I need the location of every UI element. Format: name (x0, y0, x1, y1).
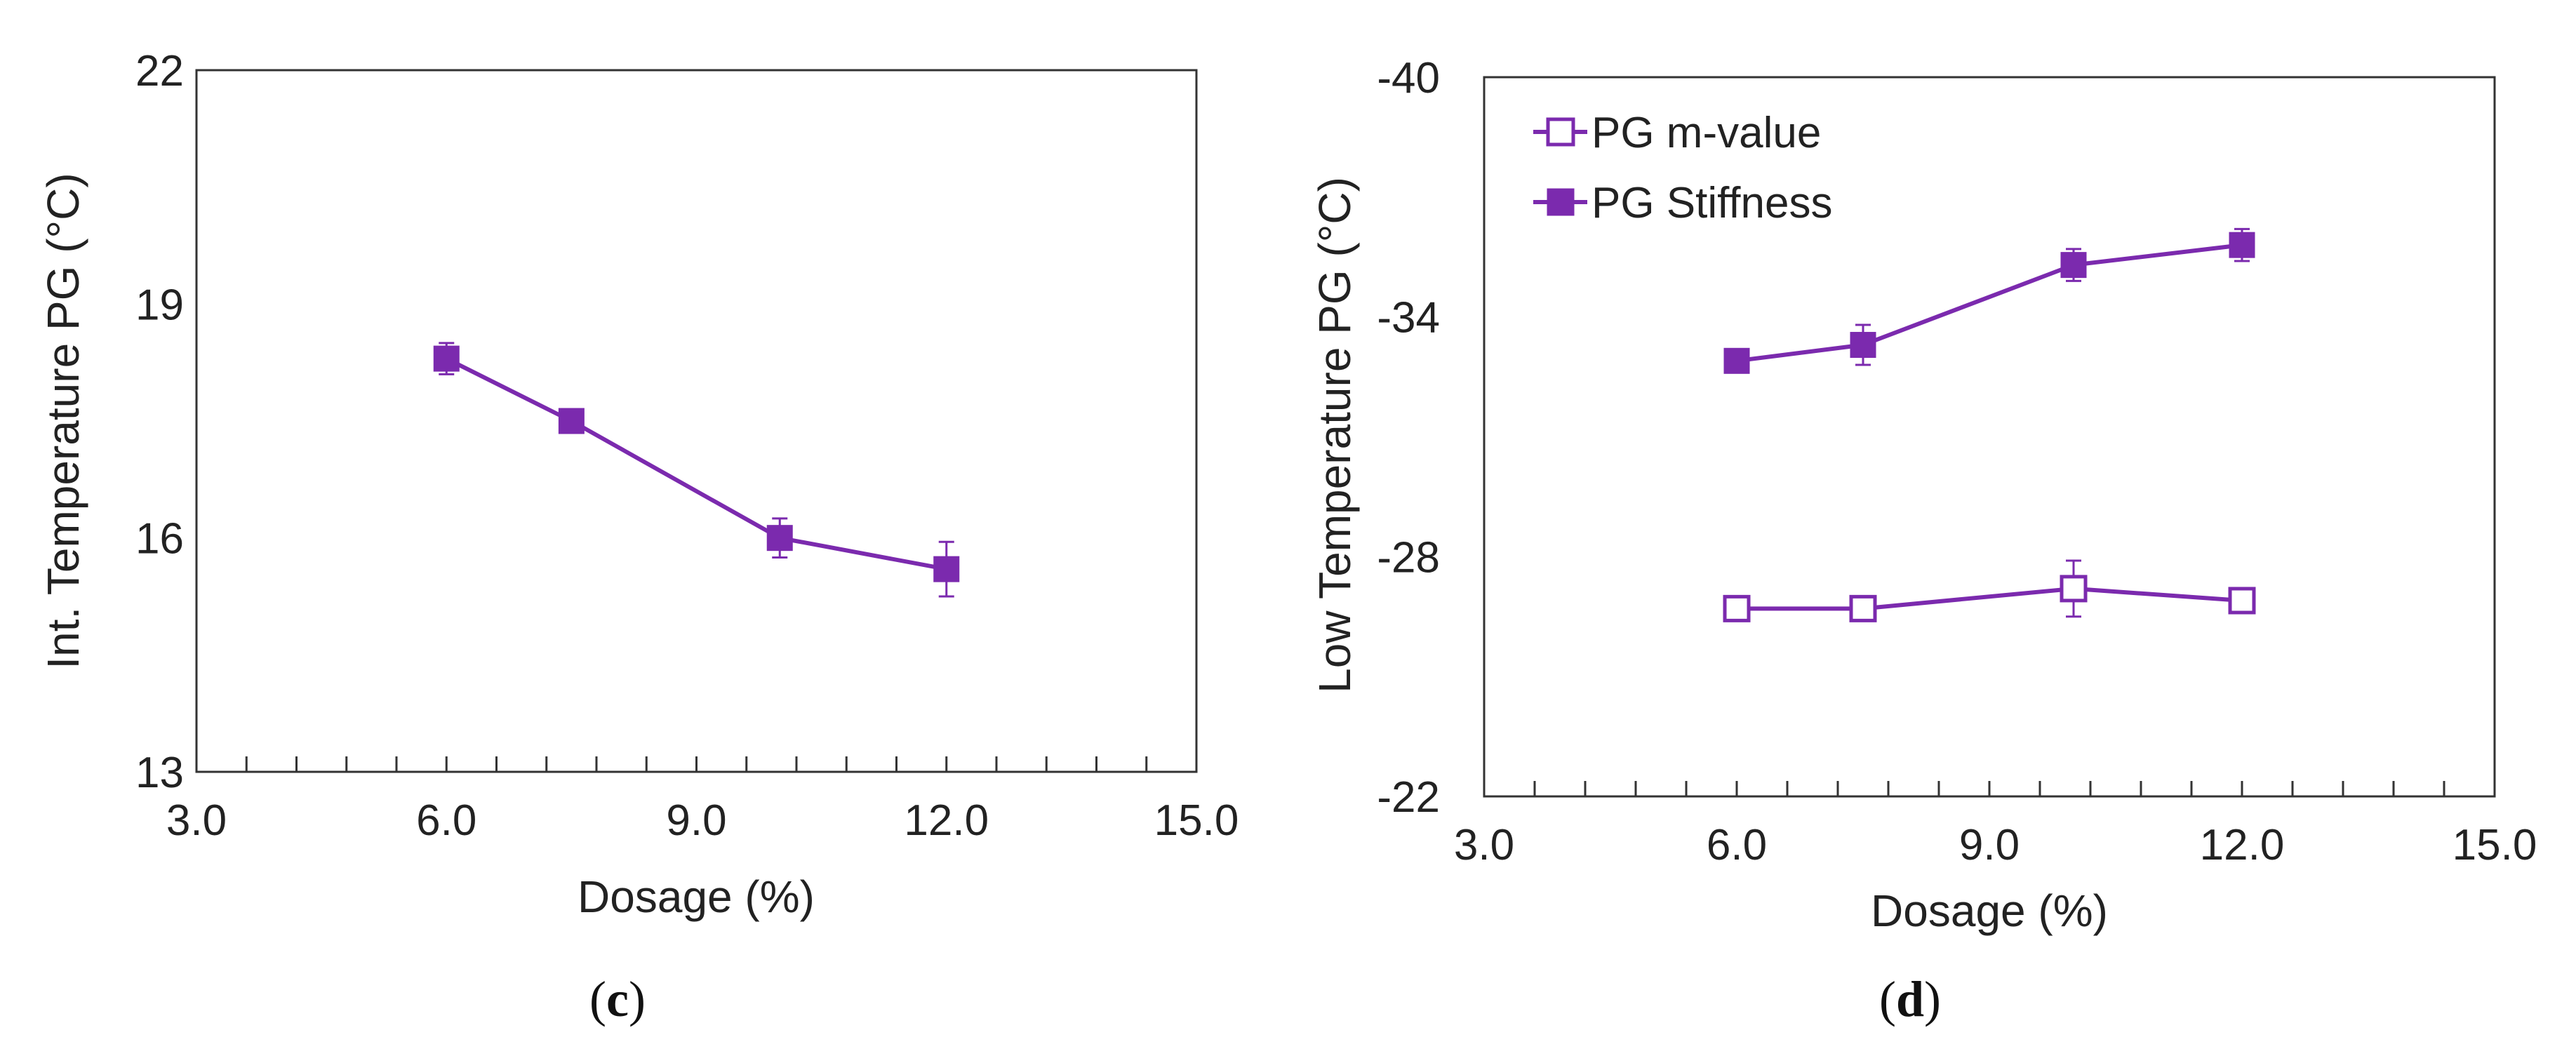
x-tick-label: 9.0 (1959, 821, 2020, 869)
y-axis-title: Int. Temperature PG (°C) (38, 173, 88, 669)
series-line (1736, 243, 2243, 363)
y-tick-label: -34 (1377, 294, 1440, 342)
data-point (558, 408, 585, 434)
x-tick-label: 12.0 (904, 796, 989, 845)
data-point (2228, 587, 2256, 615)
data-point (433, 345, 460, 372)
x-tick-label: 15.0 (2452, 821, 2537, 869)
data-point (2060, 575, 2088, 603)
x-tick-label: 3.0 (1454, 821, 1514, 869)
x-tick-marks (245, 756, 1148, 772)
x-tick-marks (1533, 781, 2445, 796)
legend-marker-open-square (1546, 117, 1575, 147)
legend: PG m-value PG Stiffness (1533, 109, 1832, 227)
y-axis-title: Low Temperature PG (°C) (1309, 177, 1360, 693)
panel-label: (c) (589, 971, 646, 1027)
x-axis-title: Dosage (%) (578, 871, 815, 922)
x-tick-labels: 3.0 6.0 9.0 12.0 15.0 (166, 796, 1239, 845)
y-tick-label: 19 (135, 281, 184, 329)
x-axis-title: Dosage (%) (1871, 886, 2108, 936)
panel-label-letter: c (606, 971, 629, 1027)
y-tick-label: -28 (1377, 533, 1440, 582)
x-tick-label: 6.0 (1707, 821, 1767, 869)
data-point (1723, 594, 1751, 622)
panel-label: (d) (1879, 971, 1941, 1027)
y-tick-label: 13 (135, 749, 184, 797)
data-point (2229, 232, 2255, 258)
series-layer (1723, 227, 2256, 622)
y-tick-labels: -22 -28 -34 -40 (1377, 54, 1440, 822)
series-line (1737, 586, 2243, 611)
x-tick-label: 3.0 (166, 796, 227, 845)
data-point (766, 525, 793, 552)
chart-panel-c: 3.0 6.0 9.0 12.0 15.0 13 16 19 22 Dosage (%) In… (38, 47, 1239, 1027)
legend-marker-filled-square (1547, 188, 1575, 216)
legend-entry-pg-m-value: PG m-value (1533, 109, 1821, 157)
x-tick-labels: 3.0 6.0 9.0 12.0 15.0 (1454, 821, 2537, 869)
x-tick-label: 12.0 (2200, 821, 2285, 869)
panel-label-letter: d (1896, 971, 1924, 1027)
chart-panel-d: 3.0 6.0 9.0 12.0 15.0 -22 -28 -34 -40 PG m-valu… (1309, 54, 2537, 1027)
data-point (1849, 594, 1877, 622)
legend-label-pg-m-value: PG m-value (1591, 109, 1821, 157)
x-tick-label: 6.0 (416, 796, 476, 845)
x-tick-label: 15.0 (1154, 796, 1239, 845)
data-point (1723, 347, 1750, 374)
legend-label-pg-stiffness: PG Stiffness (1591, 179, 1832, 227)
y-tick-labels: 13 16 19 22 (135, 47, 184, 797)
y-tick-label: 16 (135, 515, 184, 563)
series-line (445, 356, 947, 572)
y-tick-label: 22 (135, 47, 184, 95)
y-tick-label: -22 (1377, 773, 1440, 822)
x-tick-label: 9.0 (666, 796, 726, 845)
data-point (1850, 332, 1876, 359)
y-tick-label: -40 (1377, 54, 1440, 102)
data-point (2060, 252, 2087, 279)
legend-entry-pg-stiffness: PG Stiffness (1533, 179, 1832, 227)
series-layer (433, 342, 960, 598)
data-point (933, 556, 960, 582)
